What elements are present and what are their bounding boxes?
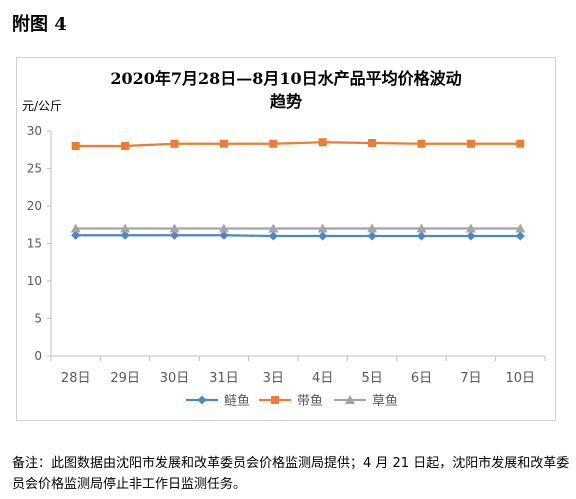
data-point [416, 223, 427, 233]
data-point [71, 230, 81, 240]
legend: 鲢鱼 带鱼 草鱼 [186, 393, 398, 409]
footnote: 备注：此图数据由沈阳市发展和改革委员会价格监测局提供；4 月 21 日起，沈阳市… [12, 456, 570, 492]
series-layer [70, 138, 526, 241]
data-point [120, 230, 130, 240]
data-point [367, 231, 377, 241]
legend-label: 草鱼 [372, 393, 398, 409]
y-tick-label: 30 [27, 124, 42, 138]
data-point [515, 223, 526, 233]
chart-title-line2: 趋势 [270, 92, 302, 111]
chart-frame [16, 57, 556, 421]
data-point [516, 139, 525, 148]
data-point [367, 223, 378, 233]
data-point [218, 223, 229, 233]
y-tick-label: 0 [34, 349, 42, 363]
data-point [120, 223, 131, 233]
x-tick-label: 10日 [506, 371, 536, 386]
data-point [417, 231, 426, 241]
y-tick-label: 25 [27, 162, 42, 176]
data-point [417, 139, 426, 148]
data-point [71, 142, 80, 150]
x-tick-label: 3日 [263, 371, 284, 386]
data-point [317, 223, 328, 233]
data-point [219, 230, 229, 240]
y-tick-label: 20 [27, 199, 42, 213]
x-tick-label: 6日 [411, 371, 432, 386]
legend-item: 草鱼 [334, 393, 398, 409]
x-tick-label: 28日 [61, 371, 91, 386]
data-point [465, 223, 476, 233]
data-point [170, 230, 179, 240]
x-tick-label: 5日 [361, 371, 382, 386]
data-point [466, 139, 475, 148]
data-point [515, 231, 525, 241]
legend-marker [197, 395, 207, 405]
legend-item: 带鱼 [259, 393, 323, 409]
y-axis-label: 元/公斤 [22, 99, 62, 113]
data-point [318, 138, 327, 147]
legend-label: 带鱼 [297, 393, 323, 409]
data-point [219, 139, 228, 148]
x-tick-label: 4日 [312, 371, 333, 386]
series-line [75, 141, 521, 148]
x-tick-label: 7日 [460, 371, 481, 386]
data-point [170, 139, 179, 148]
data-point [121, 142, 130, 150]
data-point [269, 139, 278, 148]
data-point [70, 223, 81, 233]
data-point [169, 223, 180, 233]
data-point [268, 231, 278, 241]
data-point [466, 231, 476, 241]
legend-marker [271, 396, 279, 404]
figure-label: 附图 4 [12, 14, 67, 35]
axes: 0 5 10 15 20 25 30 28日 29日 30日 31日 3日 4日 5日 6日 7日 10日 [27, 124, 546, 386]
chart-title-line1: 2020年7月28日—8月10日水产品平均价格波动 [110, 69, 461, 88]
series-line [75, 234, 521, 238]
y-tick-label: 10 [27, 274, 42, 288]
x-tick-label: 31日 [209, 371, 239, 386]
y-tick-label: 5 [34, 312, 42, 326]
legend-item: 鲢鱼 [186, 393, 250, 409]
series-1 [71, 230, 525, 241]
data-point [368, 139, 377, 147]
series-2 [71, 138, 525, 150]
x-tick-label: 29日 [110, 371, 140, 386]
x-tick-label: 30日 [160, 371, 190, 386]
series-3 [70, 223, 526, 233]
legend-marker [345, 395, 355, 404]
y-tick-label: 15 [27, 237, 42, 251]
data-point [268, 223, 279, 233]
legend-label: 鲢鱼 [224, 393, 250, 409]
data-point [318, 231, 328, 241]
